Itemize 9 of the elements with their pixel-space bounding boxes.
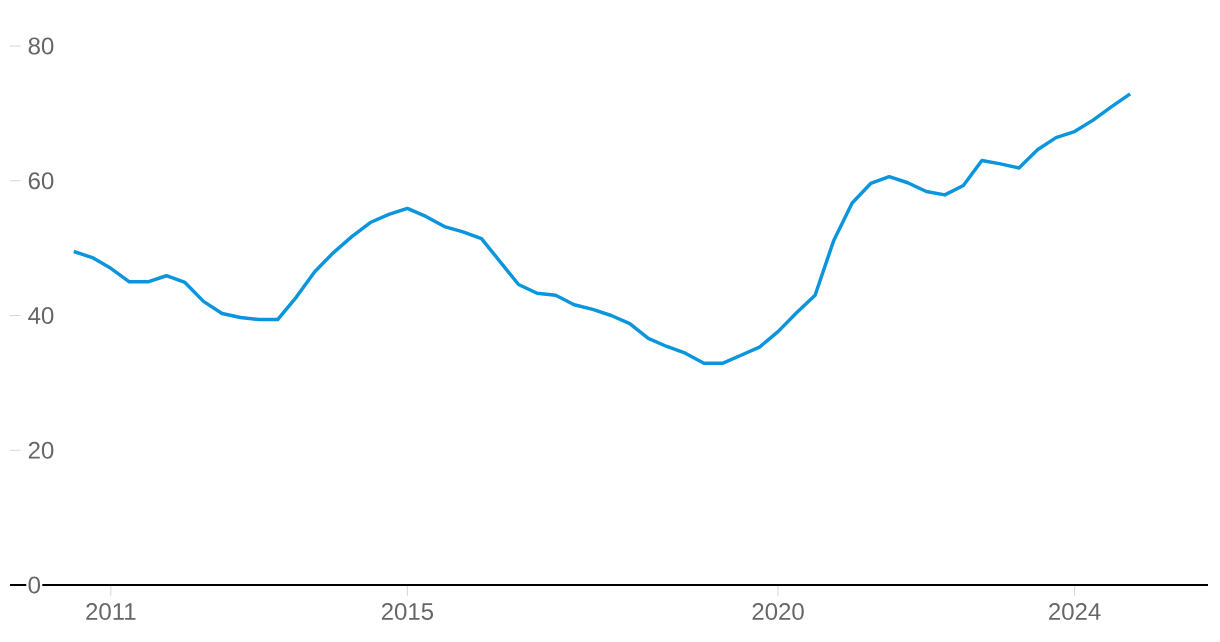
x-tick-label: 2011 [86, 603, 136, 621]
y-tick-label: 40 [28, 306, 54, 324]
y-tick-label: 0 [28, 576, 41, 594]
x-tick-label: 2015 [381, 603, 434, 621]
y-tick-label: 20 [28, 441, 54, 459]
x-tick-label: 2024 [1049, 603, 1101, 621]
y-tick-label: 60 [28, 172, 54, 190]
x-tick-label: 2020 [752, 603, 804, 621]
y-tick-label: 80 [28, 37, 54, 55]
